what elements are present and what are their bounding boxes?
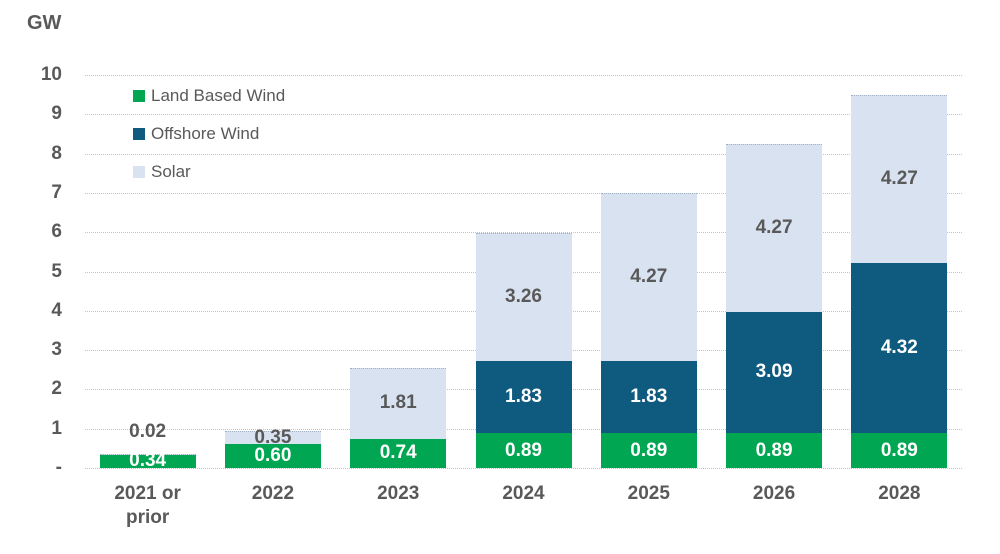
bar-segment-land-based-wind	[851, 433, 948, 468]
bar-value-label: 0.89	[630, 439, 668, 461]
bar-segment-land-based-wind	[600, 433, 697, 468]
y-tick-label: 7	[51, 181, 62, 203]
bar-segment-land-based-wind	[224, 444, 321, 468]
gridline	[85, 232, 962, 234]
bar-segment-offshore-wind	[475, 361, 572, 433]
bar-value-label: 1.83	[630, 386, 668, 408]
bar-segment-offshore-wind	[600, 361, 697, 433]
legend-label: Land Based Wind	[151, 86, 286, 105]
legend-swatch-offshore-wind	[133, 128, 145, 140]
bar-segment-land-based-wind	[726, 433, 823, 468]
gridline	[85, 192, 962, 194]
legend-label: Offshore Wind	[151, 124, 260, 143]
bar-segment-solar	[350, 367, 447, 439]
legend-swatch-solar	[133, 166, 145, 178]
y-tick-label: 9	[51, 103, 62, 125]
bar-value-label: 4.27	[880, 168, 918, 190]
chart-legend: Land Based Wind Offshore Wind Solar	[133, 84, 285, 198]
bar-value-label: 0.89	[755, 439, 793, 461]
y-tick-label: 8	[51, 142, 62, 164]
x-tick-label: 2023	[377, 483, 420, 504]
bar-value-label: 0.89	[880, 439, 918, 461]
x-tick-label: 2024	[502, 483, 545, 504]
bar-value-label: 4.32	[880, 337, 918, 359]
y-tick-label: 1	[51, 417, 62, 439]
bar-segment-offshore-wind	[726, 311, 823, 433]
bar-segment-land-based-wind	[475, 433, 572, 468]
bar-value-label: 1.83	[505, 386, 542, 408]
bar-segment-solar	[99, 453, 196, 455]
bar-segment-solar	[726, 143, 823, 312]
y-tick-label: -	[55, 457, 62, 478]
y-axis-title: GW	[27, 12, 62, 34]
legend-label: Solar	[151, 162, 191, 181]
bar-value-label: 0.74	[379, 442, 417, 464]
y-tick-label: 3	[51, 339, 62, 361]
bar-value-label: 4.27	[755, 216, 793, 238]
y-tick-label: 6	[51, 221, 62, 243]
bar-segment-offshore-wind	[851, 263, 948, 433]
y-tick-label: 10	[40, 64, 62, 85]
legend-item-solar: Solar	[133, 160, 285, 184]
gridline	[85, 114, 962, 116]
legend-item-land-based-wind: Land Based Wind	[133, 84, 285, 108]
bar-value-label: 0.89	[505, 439, 542, 461]
x-tick-label: 2025	[627, 483, 670, 504]
bar-value-label: 0.34	[129, 450, 167, 472]
legend-item-offshore-wind: Offshore Wind	[133, 122, 285, 146]
legend-swatch-land-based-wind	[133, 90, 145, 102]
bar-segment-solar	[851, 95, 948, 264]
x-tick-label: 2028	[878, 483, 921, 504]
bar-value-label: 0.35	[254, 426, 292, 448]
bar-value-label: 0.02	[129, 420, 167, 442]
x-tick-label: 2026	[752, 483, 796, 504]
y-tick-label: 5	[51, 260, 62, 282]
gridline	[85, 468, 962, 469]
bar-segment-land-based-wind	[99, 454, 196, 468]
y-tick-label: 4	[51, 299, 62, 321]
bar-value-label: 4.27	[630, 266, 668, 288]
gridline	[85, 153, 962, 155]
bar-segment-land-based-wind	[350, 438, 447, 468]
bar-value-label: 0.60	[254, 445, 292, 467]
y-tick-label: 2	[51, 378, 62, 400]
bar-segment-solar	[224, 430, 321, 445]
gridline	[85, 75, 962, 76]
x-tick-label: 2021 or prior	[114, 483, 181, 528]
bar-segment-solar	[600, 193, 697, 362]
bar-value-label: 1.81	[379, 392, 417, 414]
bar-value-label: 3.09	[755, 361, 793, 383]
bar-value-label: 3.26	[505, 286, 542, 308]
bar-segment-solar	[475, 232, 572, 362]
x-tick-label: 2022	[251, 483, 295, 504]
